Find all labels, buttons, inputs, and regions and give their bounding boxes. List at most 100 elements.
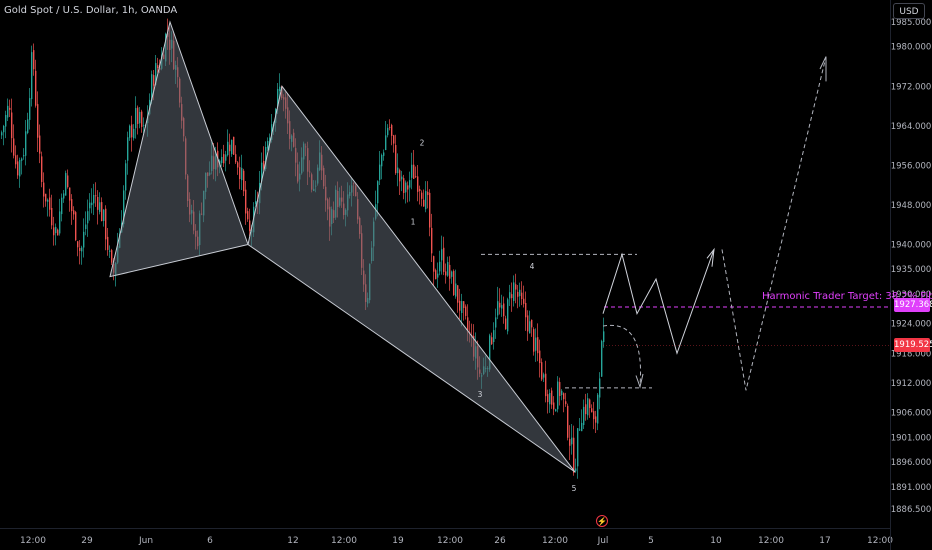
candle-body	[269, 137, 271, 143]
wave-label: 5	[572, 484, 577, 493]
x-tick-label: 12:00	[437, 536, 463, 546]
candle-body	[141, 111, 143, 127]
candle-body	[35, 70, 37, 106]
candle-body	[563, 393, 565, 400]
harmonic-pattern-triangle[interactable]	[247, 85, 576, 473]
candle-body	[59, 211, 61, 234]
annotation-layer[interactable]: 1 2 3 4 5	[411, 56, 890, 493]
candle-body	[533, 329, 535, 352]
candle-body	[129, 125, 131, 138]
candle-body	[505, 318, 507, 330]
candle-body	[75, 212, 77, 241]
candle-body	[33, 50, 35, 70]
candle-body	[135, 108, 137, 129]
candle-body	[397, 167, 399, 174]
candle-body	[545, 373, 547, 397]
candle-body	[91, 202, 93, 206]
candle-body	[541, 362, 543, 380]
candle-body	[143, 125, 145, 126]
candle-body	[51, 207, 53, 226]
target-price-label: 1927.368	[894, 298, 932, 312]
candle-body	[499, 302, 501, 308]
axis-layer[interactable]: 1985.000 1980.000 1972.000 1964.000 1956.000…	[20, 18, 931, 546]
candle-body	[491, 337, 493, 345]
candle-body	[591, 408, 593, 413]
candle-body	[509, 292, 511, 299]
candle-body	[153, 75, 155, 86]
candle-body	[393, 135, 395, 144]
candle-body	[395, 145, 397, 174]
candle-body	[405, 182, 407, 193]
candle-body	[107, 236, 109, 250]
candle-body	[95, 195, 97, 197]
candle-body	[389, 126, 391, 128]
candle-body	[559, 382, 561, 396]
candle-body	[383, 152, 385, 156]
candle-body	[221, 156, 223, 163]
candle-body	[593, 411, 595, 420]
candle-body	[381, 154, 383, 167]
pullback-curve	[602, 324, 642, 386]
candle-body	[425, 191, 427, 210]
harmonic-pattern-triangle[interactable]	[109, 20, 249, 278]
x-tick-label: Jul	[597, 536, 609, 546]
candle-body	[503, 303, 505, 317]
candle-body	[27, 119, 29, 133]
y-tick-label: 1980.000	[891, 43, 932, 53]
candle-body	[461, 301, 463, 314]
candle-body	[15, 155, 17, 165]
candle-body	[385, 135, 387, 151]
x-tick-label: 12:00	[867, 536, 893, 546]
candle-body	[239, 167, 241, 179]
candle-body	[547, 394, 549, 403]
candle-body	[105, 208, 107, 240]
candle-body	[71, 199, 73, 212]
lightning-icon[interactable]: ⚡	[596, 515, 608, 527]
candle-body	[543, 374, 545, 378]
x-tick-label: 5	[648, 536, 654, 546]
currency-button[interactable]: USD	[893, 3, 925, 19]
candle-body	[235, 154, 237, 163]
candle-body	[495, 317, 497, 328]
candle-body	[501, 305, 503, 309]
candle-body	[41, 156, 43, 182]
target-annotation-text[interactable]: Harmonic Trader Target: 38.2% Fib	[762, 291, 932, 302]
candle-body	[1, 132, 3, 136]
candle-body	[29, 98, 31, 120]
candle-body	[69, 187, 71, 201]
y-tick-label: 1886.500	[891, 505, 932, 515]
candle-body	[103, 209, 105, 221]
candle-body	[97, 197, 99, 210]
wave-label: 3	[478, 390, 483, 399]
y-tick-label: 1935.000	[891, 265, 932, 275]
x-tick-label: 12	[287, 536, 298, 546]
y-tick-label: 1948.000	[891, 201, 932, 211]
candle-body	[573, 437, 575, 473]
candle-body	[599, 378, 601, 398]
y-tick-label: 1924.000	[891, 320, 932, 330]
time-scale-divider	[0, 528, 890, 529]
candle-body	[43, 182, 45, 197]
symbol-title[interactable]: Gold Spot / U.S. Dollar, 1h, OANDA	[4, 5, 178, 16]
candle-body	[125, 163, 127, 191]
candle-body	[419, 189, 421, 192]
candle-body	[31, 52, 33, 100]
candle-body	[37, 104, 39, 138]
candle-body	[11, 112, 13, 139]
y-tick-label: 1956.000	[891, 161, 932, 171]
candle-body	[377, 181, 379, 204]
wave-label: 2	[420, 139, 425, 148]
candle-body	[423, 199, 425, 207]
x-tick-label: 12:00	[758, 536, 784, 546]
y-tick-label: 1901.000	[891, 433, 932, 443]
y-tick-label: 1964.000	[891, 122, 932, 132]
candle-body	[421, 192, 423, 199]
candle-body	[3, 125, 5, 133]
pullback-arrowhead	[635, 373, 644, 389]
candle-body	[379, 164, 381, 180]
candle-body	[507, 299, 509, 332]
candle-body	[131, 124, 133, 138]
candle-body	[401, 176, 403, 180]
harmonic-pattern-layer[interactable]	[109, 20, 576, 473]
